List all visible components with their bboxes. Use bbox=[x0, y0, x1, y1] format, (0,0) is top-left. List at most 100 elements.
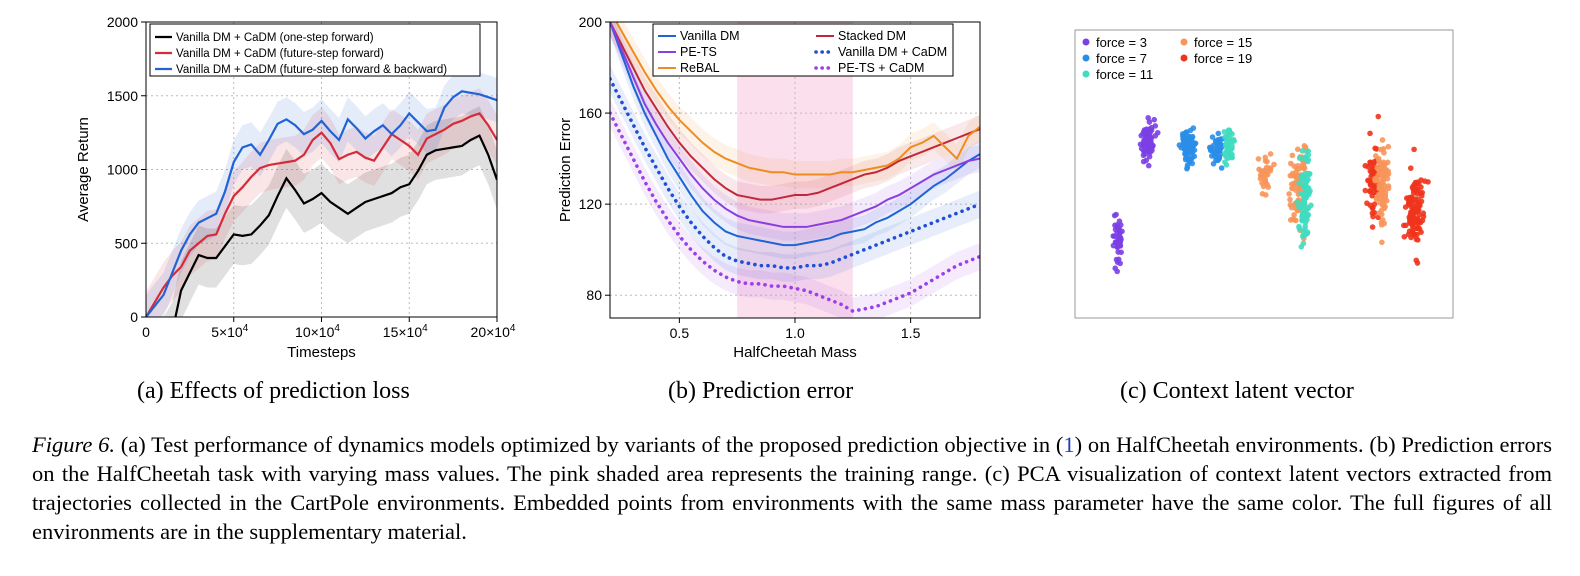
scatter-point bbox=[1381, 196, 1387, 203]
scatter-point bbox=[1380, 159, 1387, 166]
figure-caption: Figure 6. (a) Test performance of dynami… bbox=[32, 430, 1552, 546]
scatter-point bbox=[1115, 225, 1122, 231]
scatter-point bbox=[1382, 203, 1388, 210]
scatter-point bbox=[1267, 151, 1274, 157]
scatter-point bbox=[1146, 153, 1153, 160]
legend-entry: Vanilla DM bbox=[680, 29, 740, 43]
caption-text-1: (a) Test performance of dynamics models … bbox=[115, 432, 1064, 457]
series-band-0 bbox=[610, 22, 980, 259]
y-axis-label: Prediction Error bbox=[557, 118, 574, 222]
scatter-point bbox=[1151, 116, 1158, 123]
scatter-point bbox=[1255, 156, 1262, 162]
legend-entry: PE-TS bbox=[680, 45, 717, 59]
scatter-point bbox=[1375, 113, 1382, 120]
scatter-point bbox=[1265, 167, 1272, 173]
scatter-point bbox=[1289, 152, 1296, 159]
scatter-point bbox=[1381, 149, 1387, 156]
scatter-point bbox=[1421, 178, 1428, 184]
scatter-point bbox=[1301, 198, 1308, 205]
legend-entry: Stacked DM bbox=[838, 29, 906, 43]
series-band-0 bbox=[163, 106, 497, 317]
scatter-point bbox=[1186, 134, 1193, 141]
scatter-point bbox=[1376, 185, 1382, 192]
scatter-point bbox=[1180, 133, 1186, 139]
scatter-point bbox=[1293, 217, 1299, 224]
scatter-point bbox=[1207, 145, 1214, 152]
scatter-point bbox=[1294, 146, 1301, 153]
scatter-point bbox=[1300, 229, 1307, 235]
legend-box bbox=[652, 23, 954, 77]
series-band-3 bbox=[610, 65, 980, 282]
scatter-point bbox=[1367, 182, 1374, 189]
scatter-point bbox=[1190, 139, 1196, 146]
x-tick-label: 1.0 bbox=[785, 325, 805, 341]
scatter-point bbox=[1288, 181, 1295, 187]
y-axis-label: Average Return bbox=[75, 117, 92, 222]
scatter-point bbox=[1212, 148, 1219, 154]
scatter-point bbox=[1410, 213, 1417, 220]
x-tick-label-origin: 0 bbox=[142, 324, 150, 340]
scatter-point bbox=[1370, 189, 1377, 196]
scatter-point bbox=[1145, 115, 1151, 121]
legend-entry: force = 15 bbox=[1194, 35, 1252, 50]
scatter-point bbox=[1380, 173, 1387, 179]
scatter-point bbox=[1300, 240, 1307, 247]
legend-box bbox=[149, 23, 481, 77]
scatter-point bbox=[1294, 199, 1300, 205]
y-tick-label: 80 bbox=[586, 287, 602, 303]
scatter-point bbox=[1414, 208, 1420, 214]
scatter-point bbox=[1379, 180, 1386, 186]
scatter-point bbox=[1116, 240, 1123, 247]
scatter-point bbox=[1146, 119, 1153, 125]
scatter-point bbox=[1230, 136, 1237, 143]
scatter-point bbox=[1182, 145, 1189, 152]
chart-a: 0 500 1000 1500 2000 0 5×104 10×104 15×104 20×104… bbox=[75, 14, 516, 361]
scatter-point bbox=[1369, 224, 1376, 230]
y-tick-label: 1000 bbox=[107, 162, 138, 178]
scatter-point bbox=[1228, 151, 1234, 158]
series-line-4 bbox=[615, 22, 980, 176]
scatter-point bbox=[1111, 212, 1118, 219]
scatter-point bbox=[1189, 154, 1196, 161]
scatter-point bbox=[1410, 224, 1416, 230]
y-tick-label: 1500 bbox=[107, 88, 138, 104]
scatter-point bbox=[1115, 249, 1121, 255]
legend-entry: force = 7 bbox=[1096, 51, 1147, 66]
y-tick-label: 200 bbox=[579, 14, 603, 30]
scatter-point bbox=[1302, 223, 1308, 230]
scatter-point bbox=[1374, 195, 1380, 201]
scatter-point bbox=[1296, 204, 1302, 210]
scatter-point bbox=[1259, 191, 1266, 197]
scatter-point bbox=[1229, 143, 1235, 149]
equation-reference-link[interactable]: 1 bbox=[1063, 432, 1075, 457]
scatter-point bbox=[1117, 260, 1123, 267]
scatter-point bbox=[1300, 161, 1306, 168]
series-line-0 bbox=[174, 134, 497, 317]
scatter-point bbox=[1209, 134, 1216, 140]
legend-swatch bbox=[1082, 70, 1090, 78]
legend-entry: Vanilla DM + CaDM (future-step forward &… bbox=[176, 64, 447, 76]
series-band-4 bbox=[610, 22, 980, 189]
scatter-point bbox=[1308, 202, 1314, 209]
scatter-point bbox=[1218, 165, 1225, 171]
legend-entry: PE-TS + CaDM bbox=[838, 61, 924, 75]
legend-swatch bbox=[1180, 38, 1188, 46]
scatter-point bbox=[1380, 217, 1386, 223]
scatter-point bbox=[1380, 186, 1387, 193]
x-tick-label: 10×104 bbox=[295, 323, 340, 340]
scatter-point bbox=[1412, 196, 1418, 202]
legend: Vanilla DM + CaDM (one-step forward) Vani… bbox=[149, 23, 481, 77]
scatter-point bbox=[1385, 168, 1391, 174]
scatter-point bbox=[1367, 130, 1373, 137]
scatter-point bbox=[1271, 161, 1277, 168]
y-tick-label: 2000 bbox=[107, 14, 138, 30]
legend-entry: ReBAL bbox=[680, 61, 720, 75]
scatter-point bbox=[1408, 234, 1414, 241]
scatter-point bbox=[1409, 229, 1416, 236]
scatter-point bbox=[1296, 180, 1302, 186]
series-line-0 bbox=[610, 22, 980, 247]
scatter-point bbox=[1371, 159, 1377, 165]
legend-swatch bbox=[1082, 54, 1090, 62]
scatter-point bbox=[1407, 165, 1414, 171]
